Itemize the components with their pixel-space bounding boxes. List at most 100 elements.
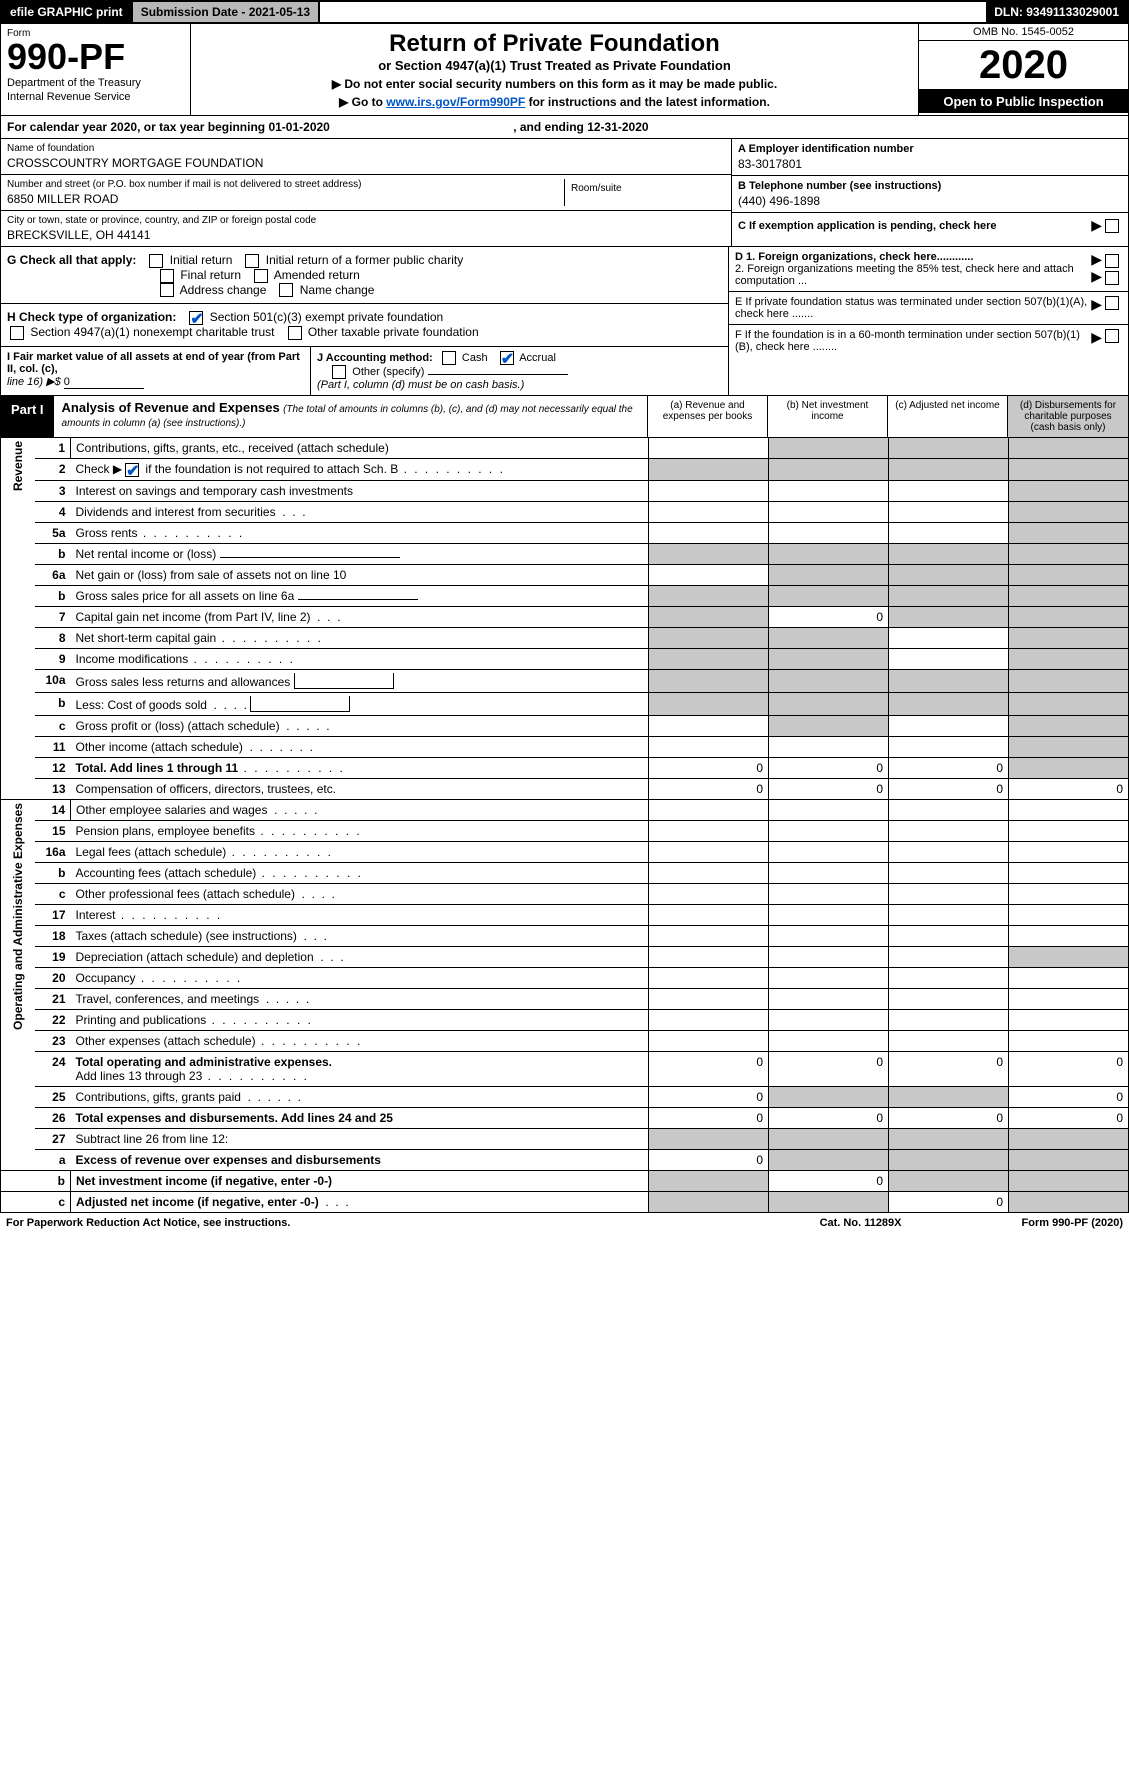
- col-b-hdr: (b) Net investment income: [768, 396, 888, 437]
- table-row: 11Other income (attach schedule) . . . .…: [1, 736, 1129, 757]
- line-6a: Net gain or (loss) from sale of assets n…: [71, 564, 649, 585]
- i-value: 0: [64, 376, 144, 389]
- table-row: 6aNet gain or (loss) from sale of assets…: [1, 564, 1129, 585]
- part1-header: Part I Analysis of Revenue and Expenses …: [0, 396, 1129, 438]
- line-27a: Excess of revenue over expenses and disb…: [71, 1149, 649, 1170]
- instr-2: ▶ Go to www.irs.gov/Form990PF for instru…: [197, 95, 912, 109]
- phone-label: B Telephone number (see instructions): [738, 180, 1122, 192]
- h-opt2: Section 4947(a)(1) nonexempt charitable …: [30, 325, 274, 339]
- line-9: Income modifications: [71, 648, 649, 669]
- g-label: G Check all that apply:: [7, 253, 136, 267]
- expenses-label: Operating and Administrative Expenses: [11, 803, 25, 1030]
- table-row: 3Interest on savings and temporary cash …: [1, 480, 1129, 501]
- table-row: 17Interest: [1, 904, 1129, 925]
- line-18: Taxes (attach schedule) (see instruction…: [71, 925, 649, 946]
- arrow-icon: ▶: [1091, 251, 1102, 267]
- d1-cb[interactable]: [1105, 254, 1119, 268]
- g-initial: Initial return: [170, 253, 233, 267]
- table-row: 26Total expenses and disbursements. Add …: [1, 1107, 1129, 1128]
- cal-mid: , and ending: [513, 120, 587, 134]
- table-row: 15Pension plans, employee benefits: [1, 820, 1129, 841]
- arrow-icon: ▶: [1091, 296, 1102, 320]
- 4947-cb[interactable]: [10, 326, 24, 340]
- ein-label: A Employer identification number: [738, 143, 1122, 155]
- e-label: E If private foundation status was termi…: [735, 296, 1091, 320]
- c-checkbox[interactable]: [1105, 219, 1119, 233]
- table-row: 22Printing and publications: [1, 1009, 1129, 1030]
- amended-cb[interactable]: [254, 269, 268, 283]
- accrual-cb[interactable]: [500, 351, 514, 365]
- open-inspection: Open to Public Inspection: [919, 90, 1128, 113]
- line-22: Printing and publications: [71, 1009, 649, 1030]
- initial-return-cb[interactable]: [149, 254, 163, 268]
- line-15: Pension plans, employee benefits: [71, 820, 649, 841]
- cash-cb[interactable]: [442, 351, 456, 365]
- other-method-cb[interactable]: [332, 365, 346, 379]
- dept-treasury: Department of the Treasury: [7, 77, 184, 89]
- line-17: Interest: [71, 904, 649, 925]
- form-ref: Form 990-PF (2020): [1022, 1217, 1123, 1229]
- table-row: 9Income modifications: [1, 648, 1129, 669]
- table-row: bNet investment income (if negative, ent…: [1, 1170, 1129, 1191]
- table-row: Operating and Administrative Expenses 14…: [1, 799, 1129, 820]
- j-label: J Accounting method:: [317, 352, 433, 364]
- e-cb[interactable]: [1105, 296, 1119, 310]
- line-16a: Legal fees (attach schedule): [71, 841, 649, 862]
- addr-label: Number and street (or P.O. box number if…: [7, 179, 564, 190]
- checks-area: G Check all that apply: Initial return I…: [0, 247, 1129, 396]
- j-cash: Cash: [462, 352, 488, 364]
- table-row: 16aLegal fees (attach schedule): [1, 841, 1129, 862]
- line-23: Other expenses (attach schedule): [71, 1030, 649, 1051]
- j-note: (Part I, column (d) must be on cash basi…: [317, 379, 524, 391]
- table-row: cGross profit or (loss) (attach schedule…: [1, 715, 1129, 736]
- address-change-cb[interactable]: [160, 283, 174, 297]
- arrow-icon: ▶: [1091, 329, 1102, 353]
- table-row: 4Dividends and interest from securities …: [1, 501, 1129, 522]
- line-1: Contributions, gifts, grants, etc., rece…: [71, 438, 649, 459]
- d2-cb[interactable]: [1105, 271, 1119, 285]
- year-end: 12-31-2020: [587, 120, 648, 134]
- f-cb[interactable]: [1105, 329, 1119, 343]
- table-row: 10aGross sales less returns and allowanc…: [1, 669, 1129, 692]
- line-5a: Gross rents: [71, 522, 649, 543]
- line-8: Net short-term capital gain: [71, 627, 649, 648]
- line-19: Depreciation (attach schedule) and deple…: [71, 946, 649, 967]
- line-12: Total. Add lines 1 through 11: [71, 757, 649, 778]
- table-row: bGross sales price for all assets on lin…: [1, 585, 1129, 606]
- table-row: 21Travel, conferences, and meetings . . …: [1, 988, 1129, 1009]
- line-6b: Gross sales price for all assets on line…: [71, 585, 649, 606]
- table-row: aExcess of revenue over expenses and dis…: [1, 1149, 1129, 1170]
- instr-1: ▶ Do not enter social security numbers o…: [197, 77, 912, 91]
- final-return-cb[interactable]: [160, 269, 174, 283]
- line-7: Capital gain net income (from Part IV, l…: [71, 606, 649, 627]
- h-label: H Check type of organization:: [7, 310, 176, 324]
- line-20: Occupancy: [71, 967, 649, 988]
- table-row: Revenue 1Contributions, gifts, grants, e…: [1, 438, 1129, 459]
- col-c-hdr: (c) Adjusted net income: [888, 396, 1008, 437]
- d1-label: D 1. Foreign organizations, check here..…: [735, 251, 973, 263]
- line-26: Total expenses and disbursements. Add li…: [71, 1107, 649, 1128]
- d2-label: 2. Foreign organizations meeting the 85%…: [735, 263, 1074, 287]
- arrow-icon: ▶: [1091, 268, 1102, 284]
- submission-date: Submission Date - 2021-05-13: [131, 2, 320, 22]
- 501c3-cb[interactable]: [189, 311, 203, 325]
- footer: For Paperwork Reduction Act Notice, see …: [0, 1213, 1129, 1233]
- line-10c: Gross profit or (loss) (attach schedule)…: [71, 715, 649, 736]
- calendar-year-row: For calendar year 2020, or tax year begi…: [0, 116, 1129, 139]
- arrow-icon: ▶: [1091, 217, 1102, 234]
- schB-cb[interactable]: [125, 463, 139, 477]
- j-other: Other (specify): [352, 366, 424, 378]
- city-state-zip: BRECKSVILLE, OH 44141: [7, 228, 725, 242]
- initial-former-cb[interactable]: [245, 254, 259, 268]
- line-27c: Adjusted net income (if negative, enter …: [71, 1191, 649, 1212]
- table-row: cOther professional fees (attach schedul…: [1, 883, 1129, 904]
- other-taxable-cb[interactable]: [288, 326, 302, 340]
- h-opt1: Section 501(c)(3) exempt private foundat…: [210, 310, 443, 324]
- c-label: C If exemption application is pending, c…: [738, 220, 1091, 232]
- table-row: 19Depreciation (attach schedule) and dep…: [1, 946, 1129, 967]
- table-row: 25Contributions, gifts, grants paid . . …: [1, 1086, 1129, 1107]
- line-2: Check ▶ if the foundation is not require…: [71, 459, 649, 481]
- instructions-link[interactable]: www.irs.gov/Form990PF: [386, 95, 525, 109]
- paperwork-notice: For Paperwork Reduction Act Notice, see …: [6, 1217, 290, 1229]
- name-change-cb[interactable]: [279, 283, 293, 297]
